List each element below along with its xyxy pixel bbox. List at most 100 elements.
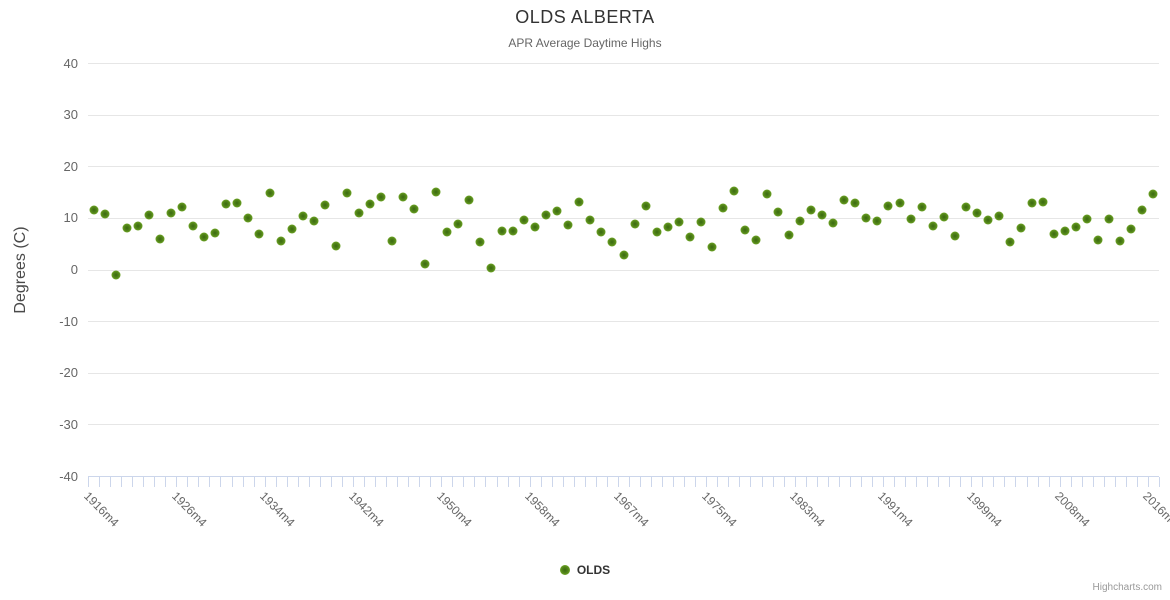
- data-point[interactable]: [1082, 214, 1092, 224]
- data-point[interactable]: [630, 219, 640, 229]
- data-point[interactable]: [166, 208, 176, 218]
- data-point[interactable]: [1060, 226, 1070, 236]
- data-point[interactable]: [420, 259, 430, 269]
- data-point[interactable]: [144, 210, 154, 220]
- data-point[interactable]: [663, 222, 673, 232]
- data-point[interactable]: [1027, 198, 1037, 208]
- data-point[interactable]: [122, 223, 132, 233]
- data-point[interactable]: [541, 210, 551, 220]
- data-point[interactable]: [398, 192, 408, 202]
- data-point[interactable]: [1115, 236, 1125, 246]
- data-point[interactable]: [1104, 214, 1114, 224]
- data-point[interactable]: [972, 208, 982, 218]
- data-point[interactable]: [563, 220, 573, 230]
- data-point[interactable]: [994, 211, 1004, 221]
- data-point[interactable]: [906, 214, 916, 224]
- data-point[interactable]: [883, 201, 893, 211]
- data-point[interactable]: [519, 215, 529, 225]
- data-point[interactable]: [619, 250, 628, 260]
- data-point[interactable]: [939, 212, 949, 222]
- data-point[interactable]: [817, 210, 827, 220]
- data-point[interactable]: [453, 219, 463, 229]
- data-point[interactable]: [707, 242, 717, 252]
- data-point[interactable]: [431, 187, 441, 197]
- data-point[interactable]: [276, 236, 286, 246]
- data-point[interactable]: [497, 226, 507, 236]
- data-point[interactable]: [696, 217, 706, 227]
- data-point[interactable]: [331, 241, 341, 251]
- data-point[interactable]: [1005, 237, 1015, 247]
- data-point[interactable]: [365, 199, 375, 209]
- data-point[interactable]: [442, 227, 452, 237]
- data-point[interactable]: [762, 189, 772, 199]
- data-point[interactable]: [409, 204, 419, 214]
- data-point[interactable]: [254, 229, 264, 239]
- data-point[interactable]: [950, 231, 960, 241]
- data-point[interactable]: [740, 225, 750, 235]
- data-point[interactable]: [188, 221, 198, 231]
- data-point[interactable]: [552, 206, 562, 216]
- data-point[interactable]: [751, 235, 761, 245]
- data-point[interactable]: [928, 221, 938, 231]
- data-point[interactable]: [872, 216, 882, 226]
- data-point[interactable]: [596, 227, 606, 237]
- data-point[interactable]: [298, 211, 308, 221]
- data-point[interactable]: [828, 218, 838, 228]
- data-point[interactable]: [784, 230, 794, 240]
- data-point[interactable]: [342, 188, 352, 198]
- data-point[interactable]: [376, 192, 386, 202]
- data-point[interactable]: [795, 216, 805, 226]
- data-point[interactable]: [530, 222, 540, 232]
- data-point[interactable]: [387, 236, 397, 246]
- data-point[interactable]: [320, 200, 330, 210]
- data-point[interactable]: [111, 270, 121, 280]
- data-point[interactable]: [100, 209, 110, 219]
- data-point[interactable]: [210, 228, 220, 238]
- data-point[interactable]: [89, 205, 99, 215]
- data-point[interactable]: [773, 207, 783, 217]
- data-point[interactable]: [1071, 222, 1081, 232]
- x-axis-tick: [286, 477, 288, 487]
- data-point[interactable]: [155, 234, 165, 244]
- data-point[interactable]: [806, 205, 816, 215]
- data-point[interactable]: [729, 186, 739, 195]
- data-point[interactable]: [243, 213, 253, 223]
- data-point[interactable]: [685, 232, 695, 242]
- data-point[interactable]: [1038, 197, 1048, 207]
- data-point[interactable]: [309, 216, 319, 226]
- data-point[interactable]: [652, 227, 662, 237]
- data-point[interactable]: [1137, 205, 1147, 215]
- data-point[interactable]: [607, 237, 617, 247]
- data-point[interactable]: [232, 198, 242, 208]
- data-point[interactable]: [177, 202, 187, 212]
- data-point[interactable]: [486, 263, 496, 273]
- data-point[interactable]: [718, 203, 728, 213]
- data-point[interactable]: [1148, 189, 1158, 199]
- data-point[interactable]: [850, 198, 860, 208]
- data-point[interactable]: [1049, 229, 1059, 239]
- data-point[interactable]: [464, 195, 474, 205]
- data-point[interactable]: [861, 213, 871, 223]
- data-point[interactable]: [574, 197, 584, 207]
- data-point[interactable]: [354, 208, 363, 218]
- data-point[interactable]: [895, 198, 905, 208]
- highcharts-credit-link[interactable]: Highcharts.com: [1092, 582, 1162, 593]
- data-point[interactable]: [221, 199, 231, 209]
- data-point[interactable]: [508, 226, 518, 236]
- data-point[interactable]: [1093, 235, 1103, 245]
- data-point[interactable]: [674, 217, 684, 227]
- data-point[interactable]: [641, 201, 651, 211]
- data-point[interactable]: [133, 221, 143, 231]
- data-point[interactable]: [961, 202, 971, 212]
- data-point[interactable]: [983, 215, 993, 225]
- data-point[interactable]: [1126, 224, 1136, 234]
- data-point[interactable]: [585, 215, 595, 225]
- data-point[interactable]: [265, 188, 275, 198]
- data-point[interactable]: [199, 232, 209, 242]
- legend[interactable]: OLDS: [0, 563, 1170, 577]
- data-point[interactable]: [917, 202, 927, 212]
- data-point[interactable]: [839, 195, 849, 205]
- data-point[interactable]: [287, 224, 297, 234]
- data-point[interactable]: [475, 237, 485, 247]
- data-point[interactable]: [1016, 223, 1026, 233]
